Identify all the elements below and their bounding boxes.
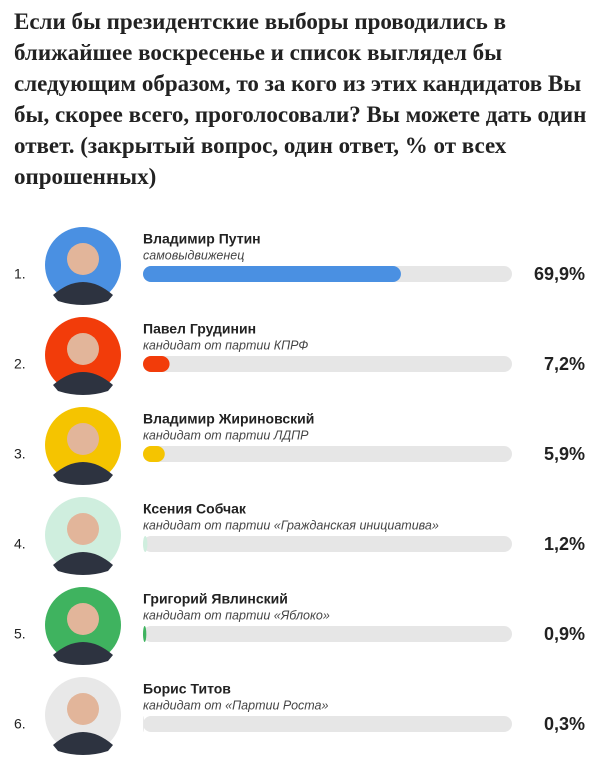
bar [143, 536, 148, 552]
photo-head [67, 243, 99, 275]
bar [143, 716, 145, 732]
candidate-party: кандидат от «Партии Роста» [143, 698, 329, 712]
photo-body [53, 552, 113, 575]
candidate-photo [45, 497, 121, 575]
candidate-party: кандидат от партии «Гражданская инициати… [143, 518, 439, 532]
bar-track [143, 626, 512, 642]
value-label: 0,9% [544, 624, 585, 644]
rank: 1. [14, 266, 26, 282]
candidate-photo [45, 407, 121, 485]
value-label: 1,2% [544, 534, 585, 554]
bar [143, 266, 401, 282]
candidate-party: кандидат от партии «Яблоко» [143, 608, 330, 622]
bar [143, 626, 147, 642]
photo-head [67, 693, 99, 725]
photo-body [53, 282, 113, 305]
photo-body [53, 642, 113, 665]
value-label: 0,3% [544, 714, 585, 734]
bar-track [143, 536, 512, 552]
photo-body [53, 372, 113, 395]
value-label: 5,9% [544, 444, 585, 464]
candidate-name: Григорий Явлинский [143, 591, 288, 607]
photo-head [67, 603, 99, 635]
candidate-photo [45, 587, 121, 665]
chart-title: Если бы президентские выборы проводились… [14, 9, 587, 189]
value-label: 7,2% [544, 354, 585, 374]
photo-body [53, 462, 113, 485]
candidate-party: кандидат от партии КПРФ [143, 338, 308, 352]
rank: 2. [14, 356, 26, 372]
candidate-photo [45, 227, 121, 305]
photo-head [67, 333, 99, 365]
candidate-party: самовыдвиженец [143, 248, 244, 262]
bar-track [143, 716, 512, 732]
photo-body [53, 732, 113, 755]
bar [143, 356, 170, 372]
candidate-party: кандидат от партии ЛДПР [143, 428, 309, 442]
photo-head [67, 423, 99, 455]
candidate-name: Владимир Жириновский [143, 411, 314, 427]
candidate-photo [45, 317, 121, 395]
value-label: 69,9% [534, 264, 585, 284]
rank: 5. [14, 626, 26, 642]
candidate-photo [45, 677, 121, 755]
bar [143, 446, 165, 462]
candidate-name: Борис Титов [143, 681, 231, 697]
rank: 6. [14, 716, 26, 732]
photo-head [67, 513, 99, 545]
candidate-name: Ксения Собчак [143, 501, 247, 517]
rank: 3. [14, 446, 26, 462]
candidate-name: Владимир Путин [143, 231, 261, 247]
bar-track [143, 446, 512, 462]
bar-track [143, 356, 512, 372]
rank: 4. [14, 536, 26, 552]
candidate-name: Павел Грудинин [143, 321, 256, 337]
